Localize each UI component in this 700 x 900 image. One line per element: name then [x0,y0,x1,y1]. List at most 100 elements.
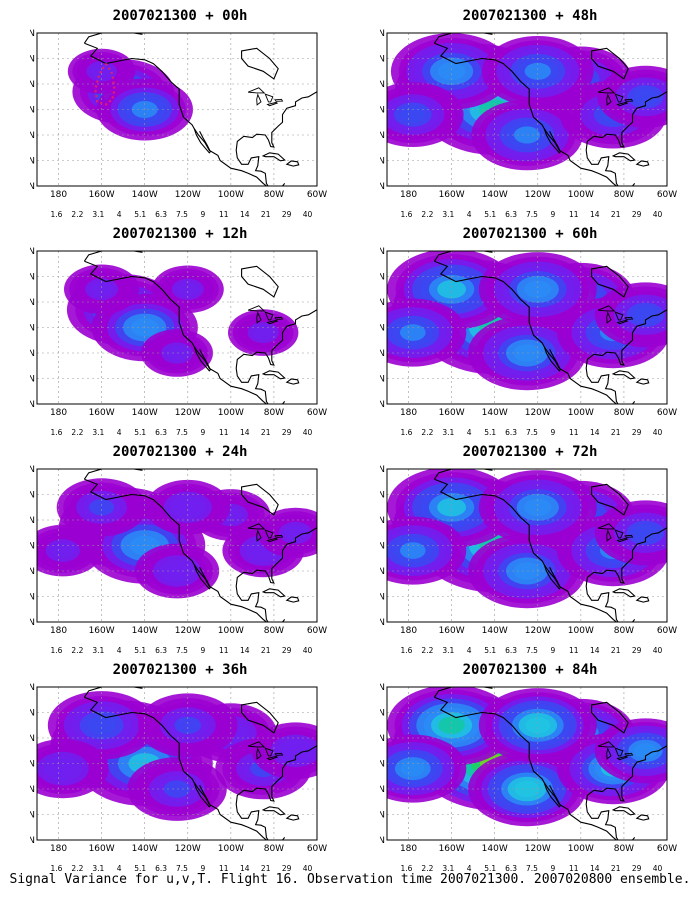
longitude-label: 120W [525,408,551,418]
longitude-label: 140W [482,626,508,636]
colorbar-label: 2.2 [71,210,83,219]
lake-outline [597,741,616,748]
latitude-label: 40N [380,324,385,334]
lake-outline [256,747,262,760]
lake-outline [624,752,634,756]
coastline [434,696,636,840]
colorbar-label: 21 [261,646,271,655]
map-panel: 2007021300 + 48h 70N 60N 50N 40N 30N 20N 10N 180… [380,8,700,223]
longitude-label: 80W [614,190,634,200]
map-frame [386,468,668,623]
coastline [261,806,286,816]
figure-caption: Signal Variance for u,v,T. Flight 16. Ob… [9,872,691,887]
lake-outline [614,747,624,757]
map-panel: 2007021300 + 60h 70N 60N 50N 40N 30N 20N 10N 180… [380,226,700,441]
longitude-label: 140W [132,190,158,200]
variance-map: 70N 60N 50N 40N 30N 20N 10N 180 160W 140W 120W 100W… [30,29,327,219]
lake-outline [624,534,634,538]
panel-title: 2007021300 + 12h [112,226,248,242]
coastline [635,814,650,821]
variance-contour [174,716,202,734]
lake-outline [606,747,612,760]
colorbar-label: 21 [611,864,621,873]
colorbar-label: 6.3 [155,646,167,655]
map-frame [36,686,318,841]
coastline [285,160,300,167]
latitude-label: 60N [30,709,35,719]
map-panel: 2007021300 + 72h 70N 60N 50N 40N 30N 20N 10N 180… [380,444,700,659]
colorbar-label: 3.1 [92,428,104,437]
longitude-label: 180 [400,408,417,418]
latitude-label: 30N [380,785,385,795]
latitude-label: 10N [30,182,35,192]
colorbar-label: 4 [117,210,122,219]
longitude-label: 140W [482,408,508,418]
colorbar-label: 2.2 [71,428,83,437]
colorbar-label: 14 [240,864,250,873]
longitude-label: 80W [264,626,284,636]
variance-map: 70N 60N 50N 40N 30N 20N 10N 180 160W 140W 120W 100W… [30,683,327,873]
lake-outline [614,529,624,539]
variance-map: 70N 60N 50N 40N 30N 20N 10N 180 160W 140W 120W 100W… [380,683,677,873]
coastline [434,478,636,622]
coastline [193,346,212,372]
colorbar-label: 5.1 [484,864,496,873]
coastline [635,378,650,385]
latitude-label: 50N [30,80,35,90]
longitude-label: 100W [218,844,244,854]
latitude-label: 20N [30,811,35,821]
coastline [611,588,636,598]
coastline [241,265,279,298]
colorbar-label: 3.1 [442,210,454,219]
colorbar-label: 5.1 [134,428,146,437]
coastline [285,814,300,821]
colorbar-label: 5.1 [134,864,146,873]
latitude-label: 30N [30,349,35,359]
lake-outline [624,316,634,320]
latitude-label: 70N [380,465,385,475]
longitude-label: 140W [482,844,508,854]
lake-outline [597,523,616,530]
coastline [635,160,650,167]
latitude-label: 40N [30,324,35,334]
latitude-label: 20N [30,157,35,167]
variance-map: 70N 60N 50N 40N 30N 20N 10N 180 160W 140W 120W 100W… [380,465,677,655]
variance-contour [525,717,551,734]
colorbar-label: 6.3 [155,428,167,437]
colorbar-label: 29 [282,646,292,655]
colorbar-label: 11 [219,646,229,655]
coastline [585,309,667,404]
colorbar-label: 14 [590,210,600,219]
latitude-label: 40N [30,760,35,770]
longitude-label: 180 [400,626,417,636]
lake-outline [606,529,612,542]
longitude-label: 180 [400,844,417,854]
coastline [193,564,212,590]
colorbar-label: 29 [282,210,292,219]
coastline [591,265,629,298]
colorbar-label: 29 [282,428,292,437]
colorbar-label: 1.6 [51,210,63,219]
coastline [241,483,279,516]
colorbar-label: 40 [303,864,313,873]
latitude-label: 60N [380,491,385,501]
longitude-label: 80W [614,844,634,854]
panel-title: 2007021300 + 84h [462,662,598,678]
map-frame [36,32,318,187]
lake-outline [616,319,629,325]
map-panel: 2007021300 + 36h 70N 60N 50N 40N 30N 20N 10N 180… [30,662,360,877]
colorbar-label: 1.6 [401,210,413,219]
lake-outline [606,93,612,106]
latitude-label: 50N [30,516,35,526]
variance-contour [175,499,200,516]
colorbar-label: 7.5 [526,428,538,437]
colorbar-label: 3.1 [442,864,454,873]
variance-contour [633,88,658,105]
longitude-label: 140W [132,626,158,636]
coastline [235,745,317,840]
colorbar-label: 5.1 [134,646,146,655]
longitude-label: 100W [568,626,594,636]
colorbar-label: 21 [261,864,271,873]
colorbar-label: 40 [653,428,663,437]
coastline [261,152,286,162]
